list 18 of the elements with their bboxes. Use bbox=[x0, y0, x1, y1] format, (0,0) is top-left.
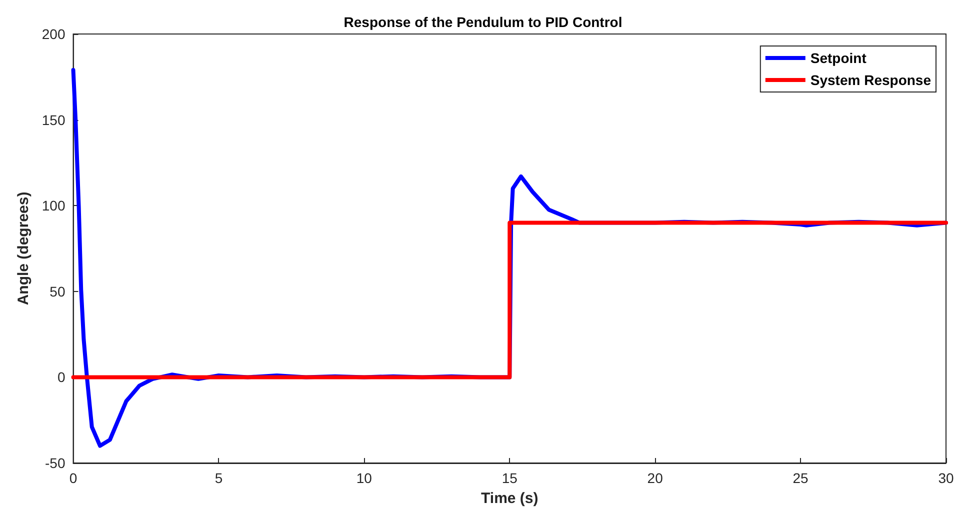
y-tick-label: 150 bbox=[42, 112, 66, 128]
legend-label: System Response bbox=[810, 72, 932, 88]
y-tick-label: 50 bbox=[50, 283, 66, 300]
x-tick-label: 25 bbox=[792, 470, 809, 486]
chart-title: Response of the Pendulum to PID Control bbox=[344, 14, 622, 30]
x-tick-label: 5 bbox=[214, 470, 223, 486]
y-tick-label: 100 bbox=[42, 198, 66, 214]
y-tick-label: 0 bbox=[57, 369, 66, 386]
y-tick-label: -50 bbox=[45, 455, 66, 471]
x-tick-label: 10 bbox=[356, 470, 372, 486]
x-tick-label: 20 bbox=[647, 470, 664, 486]
x-tick-label: 0 bbox=[69, 470, 78, 486]
x-tick-label: 30 bbox=[938, 470, 954, 486]
y-tick-label: 200 bbox=[42, 26, 66, 42]
y-axis-title: Angle (degrees) bbox=[15, 192, 32, 306]
legend-label: Setpoint bbox=[810, 50, 867, 66]
x-tick-label: 15 bbox=[502, 470, 518, 486]
x-axis-title: Time (s) bbox=[481, 490, 538, 507]
